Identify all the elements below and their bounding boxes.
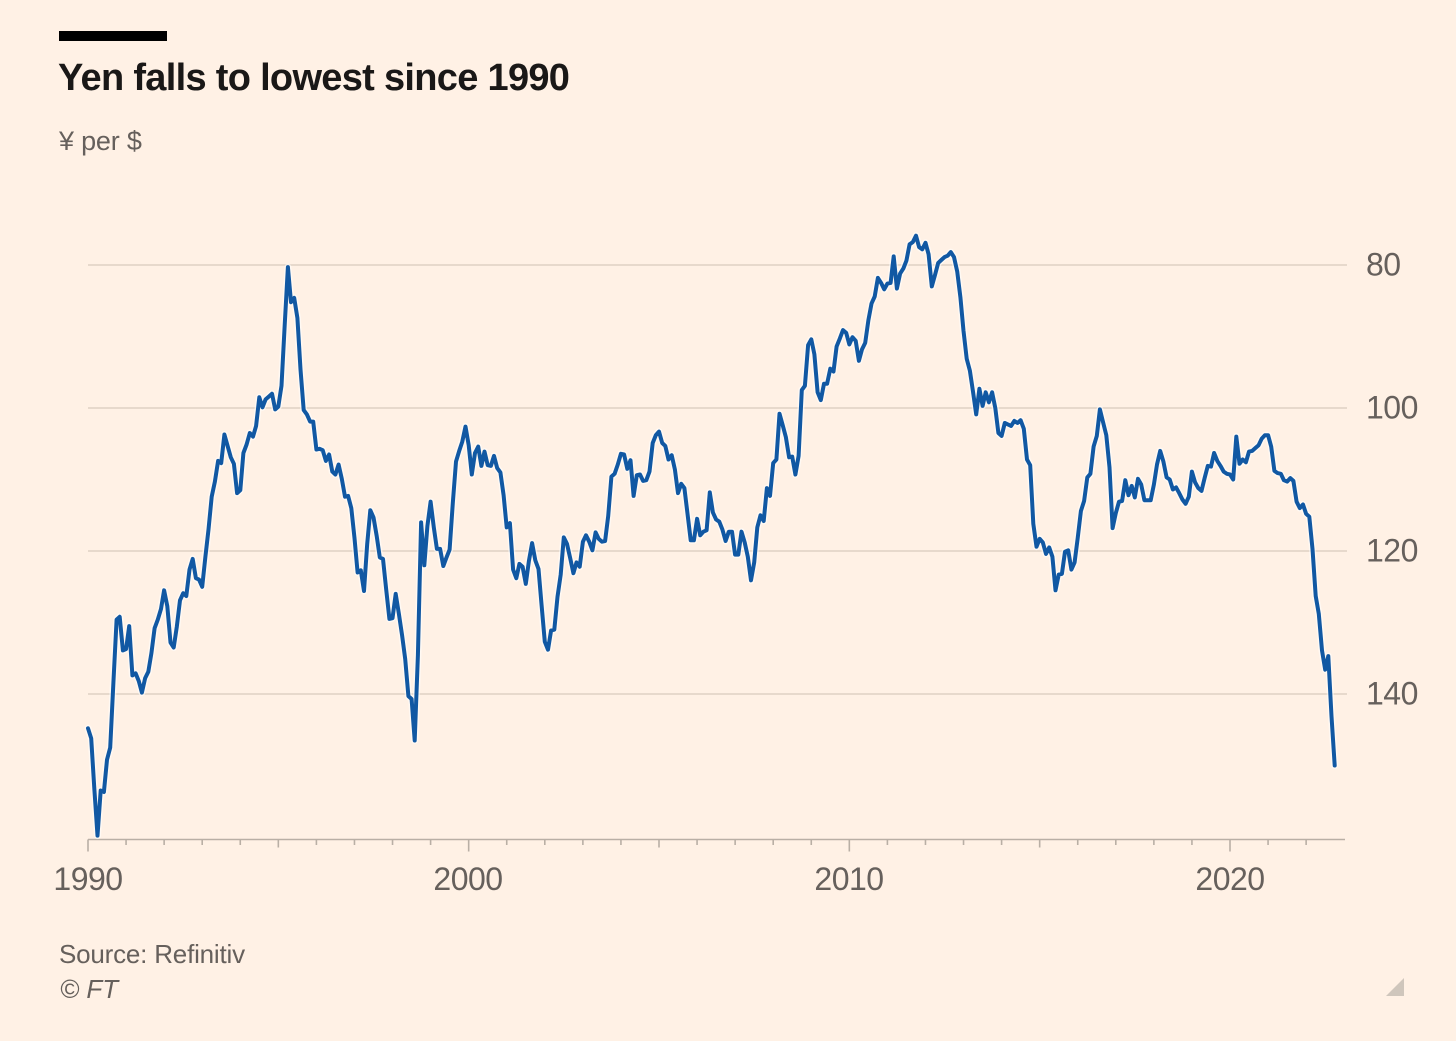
resize-corner-icon xyxy=(1386,978,1404,996)
y-axis-tick-label-80: 80 xyxy=(1366,246,1401,283)
y-axis-tick-label-140: 140 xyxy=(1366,675,1418,712)
x-axis-tick-label-2020: 2020 xyxy=(1195,861,1265,897)
y-axis-tick-label-120: 120 xyxy=(1366,532,1418,569)
ft-accent-bar xyxy=(59,31,167,41)
x-axis-tick-label-1990: 1990 xyxy=(53,861,123,897)
source-note: Source: Refinitiv xyxy=(59,939,245,969)
ft-copyright: © FT xyxy=(60,974,119,1004)
x-axis-tick-label-2010: 2010 xyxy=(814,861,884,897)
chart-subtitle: ¥ per $ xyxy=(59,126,142,156)
chart-title: Yen falls to lowest since 1990 xyxy=(58,57,570,99)
series-line-yen-per-dollar xyxy=(86,233,1337,838)
y-axis-tick-label-100: 100 xyxy=(1366,389,1418,426)
series-line-halo xyxy=(84,232,1339,840)
x-axis-tick-label-2000: 2000 xyxy=(433,861,503,897)
